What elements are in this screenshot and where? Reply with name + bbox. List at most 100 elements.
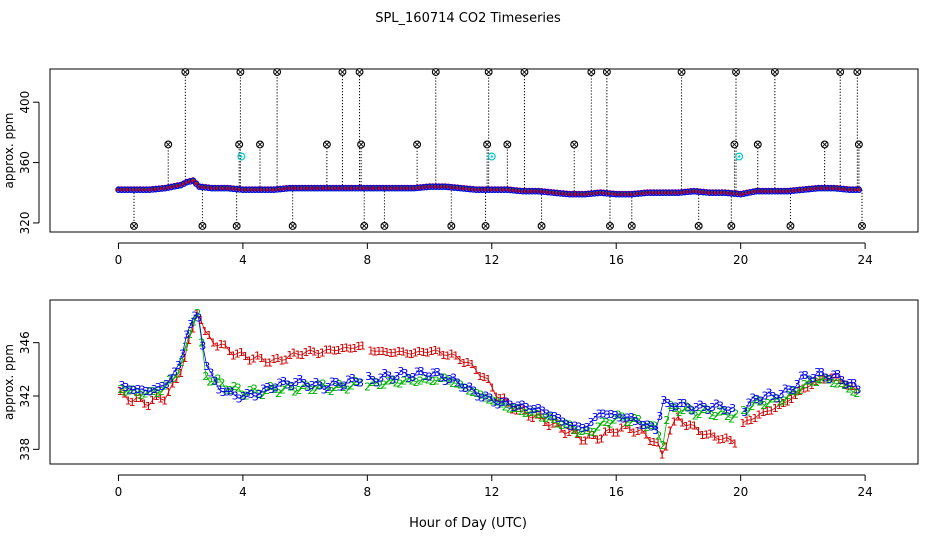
spike-cross: [755, 142, 761, 147]
series-2-point: 2: [186, 328, 193, 341]
series-3-point: 3: [709, 401, 716, 414]
series-1-point: 1: [796, 385, 803, 398]
spike-marker: [753, 140, 762, 149]
series-2-point: 2: [239, 388, 246, 401]
series-2-point: 2: [477, 389, 484, 402]
series-2-point: 2: [845, 383, 852, 396]
baseline-points: [115, 177, 863, 198]
spike-marker: [730, 140, 739, 149]
series-2-point: 2: [518, 405, 525, 418]
series-2-point: 2: [299, 379, 306, 392]
series-2-point: 2: [801, 378, 808, 391]
series-2-point: 2: [765, 397, 772, 410]
series-1-point: 1: [408, 348, 415, 361]
series-3-point: 3: [482, 389, 489, 402]
series-3-point: 3: [284, 378, 291, 391]
series-1-point: 1: [646, 435, 653, 448]
series-3-point: 3: [818, 366, 825, 379]
series-3-point: 3: [705, 404, 712, 417]
series-2-point: 2: [849, 386, 856, 399]
spike-marker: [854, 140, 863, 149]
series-3-point: 3: [191, 309, 198, 322]
spike-cross: [131, 223, 137, 229]
spike-marker: [732, 68, 740, 76]
series-3-point: 3: [842, 379, 849, 392]
series-3-point: 3: [644, 419, 651, 432]
series-2-point: 2: [134, 386, 141, 399]
series-1-point: 1: [359, 339, 366, 352]
series-1-point: 1: [274, 352, 281, 365]
y-tick-label: 400: [18, 91, 32, 114]
series-1-point: 1: [501, 391, 508, 404]
series-2-point: 2: [579, 425, 586, 438]
series-1-point: 1: [638, 423, 645, 436]
series-2-point: 2: [251, 382, 258, 395]
series-3-point: 3: [256, 388, 263, 401]
series-3-point: 3: [567, 420, 574, 433]
series-3-point: 3: [175, 359, 182, 372]
series-2-point: 2: [215, 373, 222, 386]
series-2-point: 2: [158, 385, 165, 398]
series-1: 1111111111111111111111111111111111111111…: [117, 307, 860, 461]
series-1-point: 1: [205, 329, 212, 342]
series-3-point: 3: [499, 396, 506, 409]
series-1-point: 1: [569, 424, 576, 437]
series-2-point: 2: [494, 395, 501, 408]
series-2-point: 2: [231, 380, 238, 393]
series-1-line: [119, 312, 857, 456]
spike-marker: [481, 222, 490, 230]
series-3-point: 3: [163, 378, 170, 391]
series-3-point: 3: [280, 375, 287, 388]
series-2-point: 2: [837, 377, 844, 390]
series-2-point: 2: [405, 372, 412, 385]
series-1-point: 1: [440, 349, 447, 362]
spike-marker: [602, 68, 611, 76]
series-1-point: 1: [468, 358, 475, 371]
series-3-point: 3: [717, 400, 724, 413]
series-2-point: 2: [574, 427, 581, 440]
series-2-point: 2: [126, 385, 133, 398]
series-3-point: 3: [406, 372, 413, 385]
series-1-point: 1: [679, 417, 686, 430]
series-2-point: 2: [433, 374, 440, 387]
series-1-point: 1: [756, 409, 763, 422]
series-3-point: 3: [729, 402, 736, 415]
series-1-point: 1: [472, 364, 479, 377]
series-3-point: 3: [846, 377, 853, 390]
series-2-point: 2: [332, 381, 339, 394]
series-3-point: 3: [470, 385, 477, 398]
series-1-point: 1: [671, 415, 678, 428]
series-2-point: 2: [530, 406, 537, 419]
series-1-point: 1: [509, 403, 516, 416]
spike-cross: [449, 223, 454, 229]
series-1-point: 1: [824, 374, 831, 387]
series-1-point: 1: [545, 420, 552, 433]
series-1-point: 1: [772, 402, 779, 415]
series-2-point: 2: [243, 389, 250, 402]
series-2-point: 2: [534, 408, 541, 421]
spike-cross: [324, 142, 330, 147]
series-3-point: 3: [636, 419, 643, 432]
series-3-point: 3: [721, 404, 728, 417]
series-1-point: 1: [517, 402, 524, 415]
series-2-point: 2: [591, 426, 598, 439]
spike-marker: [380, 222, 389, 230]
series-1-point: 1: [836, 374, 843, 387]
series-1-point: 1: [788, 393, 795, 406]
series-3-point: 3: [648, 421, 655, 434]
series-3-point: 3: [474, 390, 481, 403]
series-3-point: 3: [579, 422, 586, 435]
series-1-point: 1: [816, 373, 823, 386]
series-2-point: 2: [392, 377, 399, 390]
series-1-point: 1: [780, 397, 787, 410]
x-tick-label: 0: [115, 485, 123, 499]
series-2-point: 2: [542, 412, 549, 425]
series-2-point: 2: [235, 382, 242, 395]
series-3-point: 3: [155, 381, 162, 394]
series-3-point: 3: [511, 401, 518, 414]
series-2-point: 2: [425, 373, 432, 386]
series-1-point: 1: [335, 344, 342, 357]
series-1-point: 1: [828, 372, 835, 385]
series-3-point: 3: [814, 366, 821, 379]
series-2-point: 2: [429, 375, 436, 388]
